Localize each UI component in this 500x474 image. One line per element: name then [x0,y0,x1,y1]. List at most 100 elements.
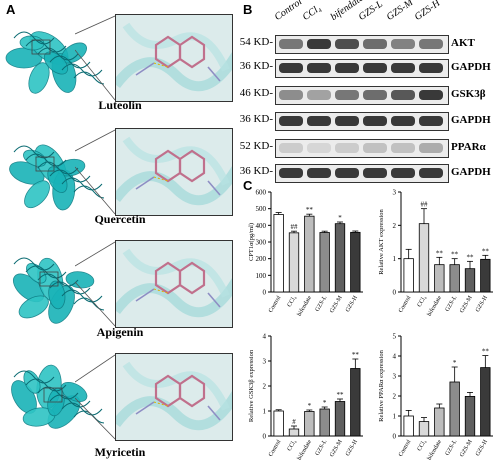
blot-band [279,39,303,49]
significance-label: * [308,402,312,410]
significance-label: ** [352,351,360,359]
significance-label: ** [467,253,475,261]
binding-site-zoom-image [115,128,233,216]
molecule-name-label: Quercetin [94,212,146,226]
bar [288,232,300,293]
x-tick-label: GZS-L [445,439,459,457]
bar [288,428,300,437]
y-tick-label: 2 [393,222,397,230]
x-tick-label: CCl₄ [417,295,428,308]
x-tick-label: GZS-H [475,294,489,313]
x-tick-label: GZS-M [459,438,474,458]
y-tick-label: 200 [256,255,267,263]
blot-band [391,63,415,73]
blot-band [335,63,359,73]
panel-label-c: C [243,178,253,193]
bar [449,381,460,437]
bar [418,421,430,437]
blot-strip [275,112,449,131]
blot-band [307,63,331,73]
x-tick-label: GZS-L [315,295,329,313]
significance-label: ## [421,201,429,209]
x-tick-label: bifendate [426,294,443,317]
molecular-weight-label: 36 KD- [239,165,273,177]
y-tick-label: 0 [393,289,397,297]
y-tick-label: 300 [256,239,267,247]
blot-band [307,39,331,49]
blot-band [391,143,415,153]
blot-band [419,90,443,100]
blot-band [279,90,303,100]
blot-band [391,90,415,100]
x-tick-label: GZS-M [329,294,344,314]
blot-band [363,116,387,126]
blot-strip [275,139,449,158]
y-axis-label: Relative GSK3β expression [248,349,255,422]
protein-structure-image [5,31,104,94]
blot-band [335,143,359,153]
blot-band [419,116,443,126]
zoom-connector [75,129,115,215]
significance-label: ** [306,206,314,214]
blot-band [279,168,303,178]
panel-label-a: A [6,2,16,17]
y-tick-label: 400 [256,222,267,230]
bar [403,258,414,293]
protein-structure-image [9,144,104,211]
bar [350,368,361,437]
bar [319,408,330,437]
x-tick-label: CCl₄ [287,439,298,452]
blot-band [391,39,415,49]
x-tick-label: GZS-M [459,294,474,314]
y-axis-label: CPT1α(pg/ml) [248,223,255,261]
bar [334,223,346,293]
x-tick-label: Control [398,295,413,314]
bar [304,215,315,293]
molecular-weight-label: 46 KD- [239,87,273,99]
blot-band [419,39,443,49]
blot-band [363,168,387,178]
y-tick-label: 1 [393,413,397,421]
molecule-name-label: Myricetin [94,445,146,459]
protein-structure-image [11,364,104,429]
blot-band [419,168,443,178]
bar [449,264,460,293]
y-tick-label: 4 [263,333,267,341]
x-tick-label: CCl₄ [287,295,298,308]
significance-label: ** [337,391,345,399]
y-axis-label: Relative PPARα expression [378,349,385,422]
molecular-weight-label: 36 KD- [239,113,273,125]
lane-label: CCl₄ [300,2,324,24]
x-tick-label: bifendate [296,438,313,461]
lane-label: GZS-H [412,0,443,23]
bar-charts-panel: 0100200300400500600CPT1α(pg/ml)Control##… [248,189,493,461]
bar [273,410,284,437]
molecule-name-label: Apigenin [96,325,144,339]
significance-label: * [338,214,342,222]
y-axis-label: Relative AKT expression [378,208,385,274]
blot-band [279,63,303,73]
zoom-connector [75,241,115,327]
y-tick-label: 600 [256,189,267,197]
blot-strip [275,35,449,54]
x-tick-label: bifendate [296,294,313,317]
x-tick-label: Control [398,439,413,458]
bar [480,367,491,437]
significance-label: ** [436,249,444,257]
bar [334,401,346,437]
x-tick-label: Control [268,439,283,458]
y-tick-label: 3 [393,373,397,381]
blot-band [335,116,359,126]
molecular-weight-label: 54 KD- [239,36,273,48]
significance-label: ## [291,223,299,231]
x-tick-label: Control [268,295,283,314]
significance-label: ** [451,251,459,259]
y-tick-label: 100 [256,272,267,280]
x-tick-label: CCl₄ [417,439,428,452]
molecular-weight-label: 36 KD- [239,60,273,72]
binding-site-zoom-image [115,353,233,441]
blot-strip [275,86,449,105]
x-tick-label: GZS-H [345,294,359,313]
bar [319,232,330,293]
blot-band [307,116,331,126]
